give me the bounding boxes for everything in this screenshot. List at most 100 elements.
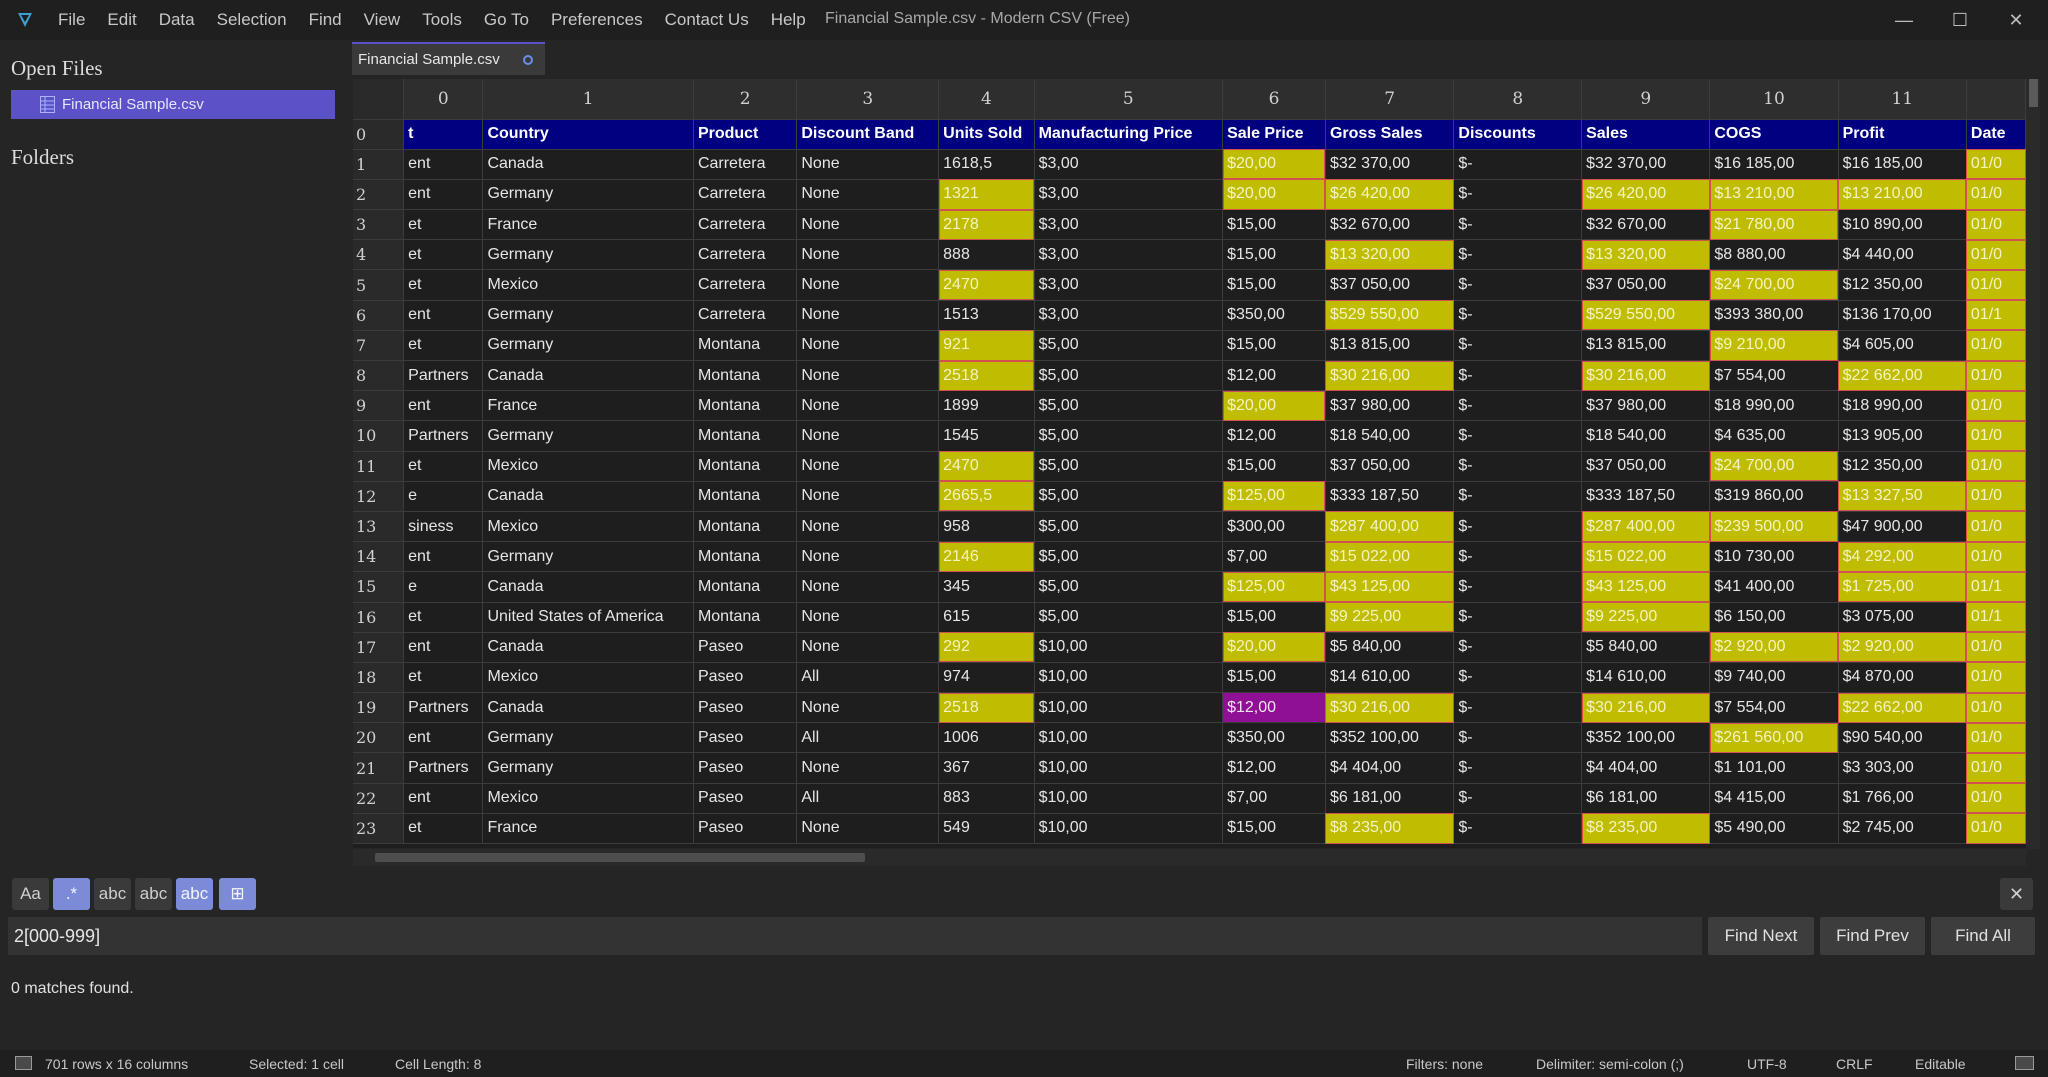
- table-cell[interactable]: $15,00: [1222, 209, 1326, 241]
- table-cell[interactable]: None: [796, 209, 940, 241]
- column-number[interactable]: 6: [1222, 79, 1326, 120]
- table-cell[interactable]: Germany: [482, 541, 694, 573]
- table-cell[interactable]: None: [796, 179, 940, 211]
- table-cell[interactable]: 1321: [938, 179, 1035, 211]
- table-cell[interactable]: $41 400,00: [1709, 571, 1839, 603]
- table-cell[interactable]: $7 554,00: [1709, 360, 1839, 392]
- table-cell[interactable]: $5 840,00: [1581, 632, 1711, 663]
- table-cell[interactable]: $13 210,00: [1709, 179, 1839, 211]
- table-cell[interactable]: $333 187,50: [1325, 481, 1455, 512]
- table-cell[interactable]: $16 185,00: [1838, 149, 1967, 180]
- status-filters[interactable]: Filters: none: [1406, 1056, 1484, 1072]
- table-cell[interactable]: $10,00: [1034, 662, 1224, 694]
- table-cell[interactable]: $37 050,00: [1581, 269, 1711, 301]
- table-cell[interactable]: Montana: [693, 511, 798, 543]
- column-number[interactable]: [1966, 79, 2026, 120]
- table-cell[interactable]: 01/0: [1966, 783, 2026, 814]
- table-cell[interactable]: $350,00: [1222, 300, 1326, 331]
- table-cell[interactable]: $30 216,00: [1325, 360, 1455, 392]
- table-cell[interactable]: $5 490,00: [1709, 813, 1839, 845]
- table-cell[interactable]: $37 980,00: [1581, 390, 1711, 422]
- corner-cell[interactable]: [353, 79, 405, 120]
- minimize-button[interactable]: —: [1895, 9, 1913, 30]
- table-cell[interactable]: $24 700,00: [1709, 451, 1839, 482]
- table-cell[interactable]: None: [796, 571, 940, 603]
- table-cell[interactable]: $15,00: [1222, 330, 1326, 362]
- table-cell[interactable]: e: [403, 571, 484, 603]
- column-number[interactable]: 9: [1581, 79, 1711, 120]
- column-number[interactable]: 0: [403, 79, 484, 120]
- table-cell[interactable]: $5,00: [1034, 451, 1224, 482]
- table-cell[interactable]: ent: [403, 179, 484, 211]
- find-input[interactable]: [8, 917, 1702, 955]
- table-cell[interactable]: None: [796, 481, 940, 512]
- table-cell[interactable]: $37 050,00: [1581, 451, 1711, 482]
- table-cell[interactable]: $10 730,00: [1709, 541, 1839, 573]
- table-cell[interactable]: 958: [938, 511, 1035, 543]
- vertical-scroll-thumb[interactable]: [2029, 79, 2038, 107]
- table-cell[interactable]: $-: [1453, 602, 1583, 633]
- row-number[interactable]: 14: [353, 541, 405, 573]
- column-number[interactable]: 2: [693, 79, 798, 120]
- table-cell[interactable]: None: [796, 149, 940, 180]
- table-cell[interactable]: Germany: [482, 752, 694, 784]
- table-cell[interactable]: $8 235,00: [1581, 813, 1711, 845]
- table-cell[interactable]: $20,00: [1222, 632, 1326, 663]
- table-cell[interactable]: $32 370,00: [1581, 149, 1711, 180]
- table-cell[interactable]: ent: [403, 632, 484, 663]
- row-number[interactable]: 12: [353, 481, 405, 512]
- data-grid[interactable]: 0 1 2 3 4 5 6 7 8 9 10 11 0 t Country Product Discount B…: [353, 79, 2026, 848]
- table-cell[interactable]: $4 870,00: [1838, 662, 1967, 694]
- table-cell[interactable]: 1545: [938, 420, 1035, 452]
- table-cell[interactable]: $10,00: [1034, 722, 1224, 754]
- table-cell[interactable]: Carretera: [693, 300, 798, 331]
- menu-data[interactable]: Data: [158, 10, 195, 29]
- table-cell[interactable]: Mexico: [482, 269, 694, 301]
- table-cell[interactable]: $90 540,00: [1838, 722, 1967, 754]
- table-cell[interactable]: 01/0: [1966, 179, 2026, 211]
- table-cell[interactable]: $32 370,00: [1325, 149, 1455, 180]
- find-prev-button[interactable]: Find Prev: [1820, 917, 1925, 955]
- table-cell[interactable]: Mexico: [482, 451, 694, 482]
- table-cell[interactable]: Paseo: [693, 752, 798, 784]
- table-cell[interactable]: $-: [1453, 722, 1583, 754]
- table-cell[interactable]: $13 815,00: [1325, 330, 1455, 362]
- table-cell[interactable]: $30 216,00: [1325, 692, 1455, 724]
- table-cell[interactable]: 01/0: [1966, 451, 2026, 482]
- table-cell[interactable]: $5,00: [1034, 360, 1224, 392]
- table-cell[interactable]: $37 980,00: [1325, 390, 1455, 422]
- table-cell[interactable]: $5,00: [1034, 571, 1224, 603]
- table-cell[interactable]: $15,00: [1222, 269, 1326, 301]
- table-cell[interactable]: $-: [1453, 451, 1583, 482]
- header-cell[interactable]: Sale Price: [1222, 119, 1326, 150]
- header-cell[interactable]: t: [403, 119, 484, 150]
- table-cell[interactable]: Montana: [693, 602, 798, 633]
- table-cell[interactable]: $30 216,00: [1581, 360, 1711, 392]
- table-cell[interactable]: None: [796, 541, 940, 573]
- table-cell[interactable]: $136 170,00: [1838, 300, 1967, 331]
- table-cell[interactable]: Mexico: [482, 662, 694, 694]
- vertical-scrollbar[interactable]: [2026, 79, 2040, 849]
- table-cell[interactable]: Germany: [482, 239, 694, 271]
- table-cell[interactable]: $529 550,00: [1325, 300, 1455, 331]
- table-cell[interactable]: $3,00: [1034, 149, 1224, 180]
- table-cell[interactable]: et: [403, 813, 484, 845]
- table-cell[interactable]: $-: [1453, 330, 1583, 362]
- table-cell[interactable]: $5 840,00: [1325, 632, 1455, 663]
- in-selection-icon[interactable]: abc: [176, 878, 213, 910]
- table-cell[interactable]: $1 101,00: [1709, 752, 1839, 784]
- table-cell[interactable]: ent: [403, 300, 484, 331]
- table-cell[interactable]: $287 400,00: [1581, 511, 1711, 543]
- table-cell[interactable]: $-: [1453, 692, 1583, 724]
- close-find-button[interactable]: ✕: [2000, 878, 2033, 910]
- table-cell[interactable]: 01/0: [1966, 481, 2026, 512]
- table-cell[interactable]: Montana: [693, 541, 798, 573]
- table-cell[interactable]: $24 700,00: [1709, 269, 1839, 301]
- table-cell[interactable]: $-: [1453, 511, 1583, 543]
- header-cell[interactable]: Product: [693, 119, 798, 150]
- column-number[interactable]: 5: [1034, 79, 1224, 120]
- table-cell[interactable]: $15 022,00: [1581, 541, 1711, 573]
- table-cell[interactable]: $319 860,00: [1709, 481, 1839, 512]
- table-cell[interactable]: $9 225,00: [1325, 602, 1455, 633]
- table-cell[interactable]: 01/0: [1966, 239, 2026, 271]
